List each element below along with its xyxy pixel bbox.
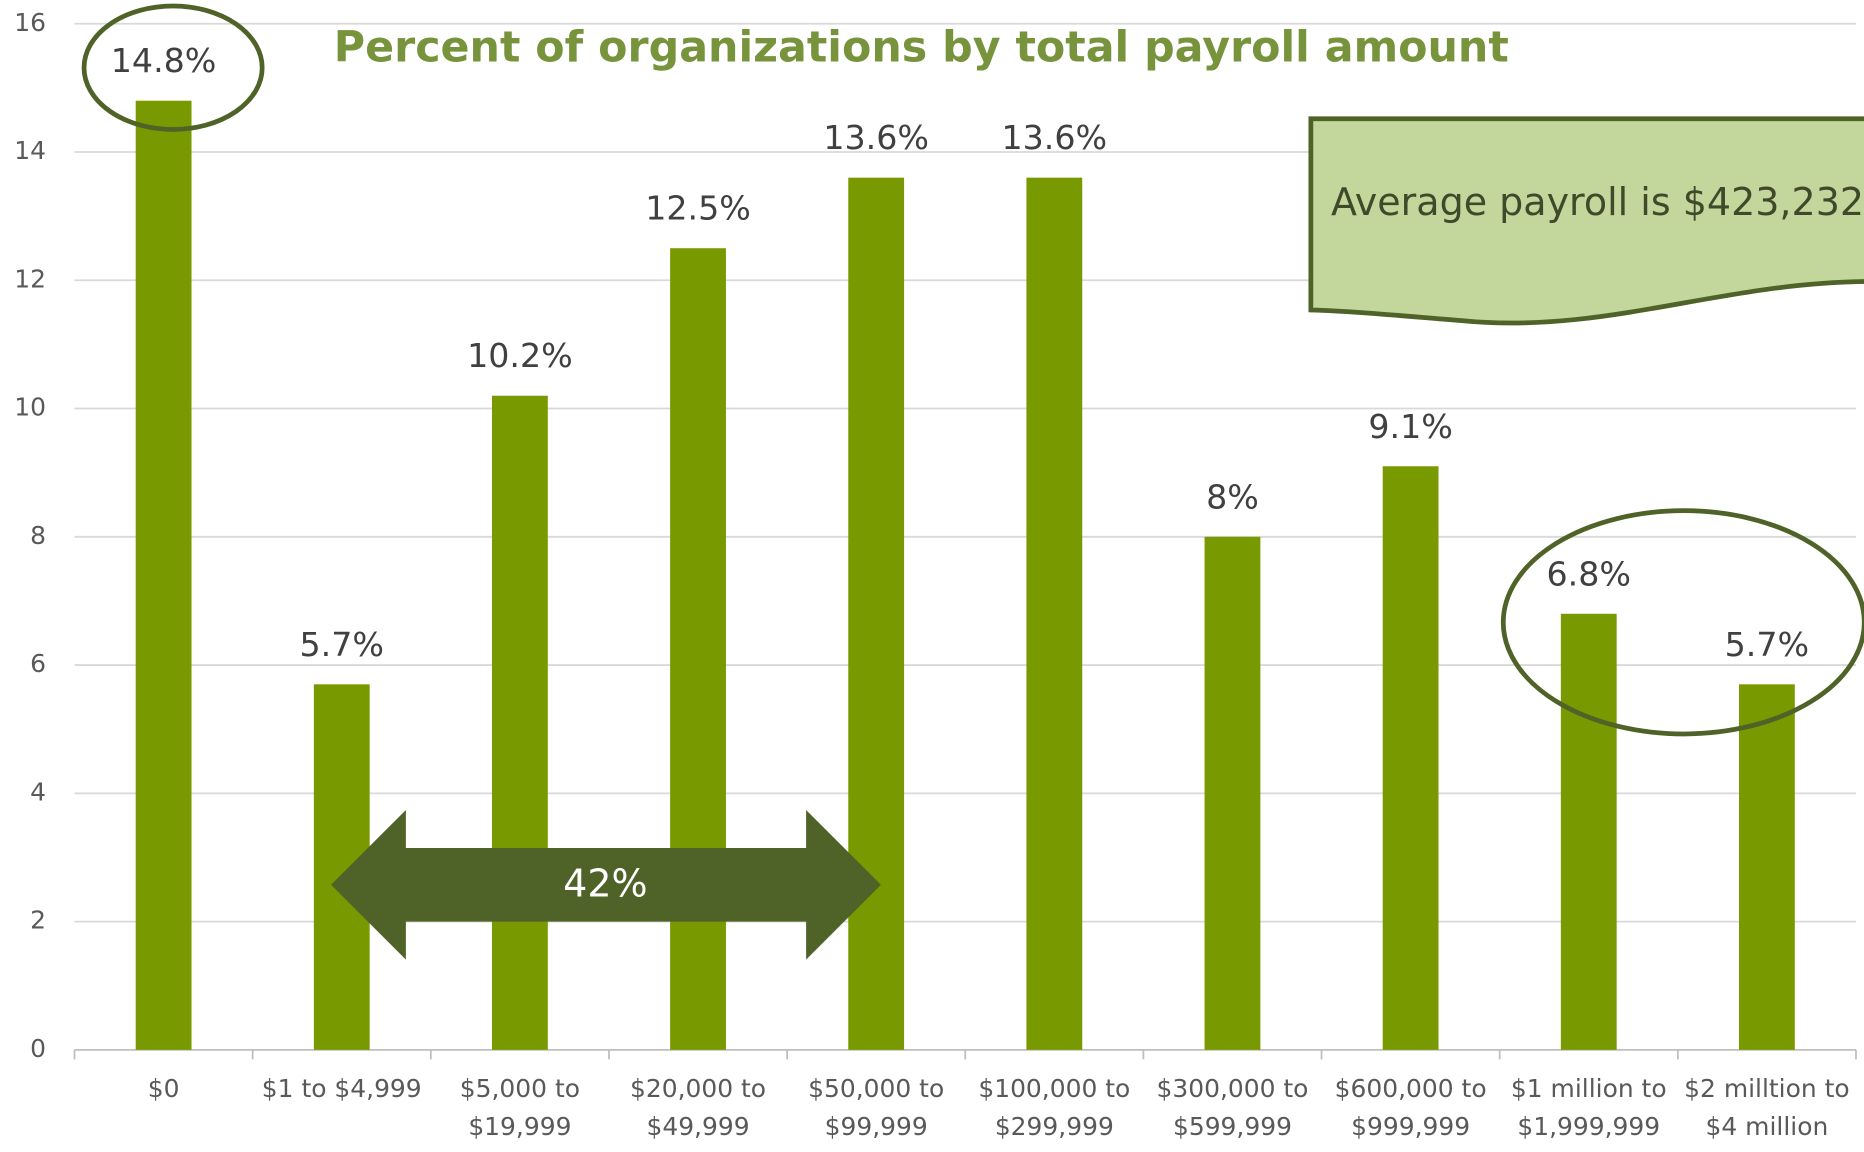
y-tick-label: 14 bbox=[14, 136, 46, 165]
value-label: 6.8% bbox=[1547, 554, 1631, 593]
tick-line: $99,999 bbox=[825, 1112, 928, 1141]
x-tick-label: $5,000 to $19,999 bbox=[460, 1074, 580, 1141]
tick-line: $4 million bbox=[1706, 1112, 1829, 1141]
tick-line: $1 to $4,999 bbox=[262, 1074, 422, 1103]
x-tick-label: $2 milltion to $4 million bbox=[1684, 1074, 1849, 1141]
tick-line: $0 bbox=[148, 1074, 180, 1103]
y-tick-label: 6 bbox=[30, 649, 46, 678]
bar bbox=[1382, 466, 1439, 1050]
x-tick-label: $300,000 to $599,999 bbox=[1156, 1074, 1308, 1141]
arrow-label: 42% bbox=[563, 861, 647, 905]
x-tick-label: $20,000 to $49,999 bbox=[630, 1074, 766, 1141]
bar bbox=[491, 395, 548, 1050]
chart-title: Percent of organizations by total payrol… bbox=[334, 22, 1509, 72]
tick-line: $600,000 to bbox=[1335, 1074, 1487, 1103]
x-tick-label: $1 to $4,999 bbox=[262, 1074, 422, 1103]
tick-line: $999,999 bbox=[1351, 1112, 1470, 1141]
value-label: 5.7% bbox=[1725, 625, 1809, 664]
highlight-ellipse bbox=[81, 3, 265, 132]
x-tick-label: $0 bbox=[148, 1074, 180, 1103]
value-label: 12.5% bbox=[645, 189, 751, 228]
value-label: 5.7% bbox=[300, 625, 384, 664]
bar bbox=[848, 177, 905, 1050]
value-label: 13.6% bbox=[1002, 118, 1108, 157]
y-tick-label: 2 bbox=[30, 906, 46, 935]
tick-line: $599,999 bbox=[1173, 1112, 1292, 1141]
highlight-ellipse bbox=[1500, 508, 1864, 737]
y-tick-label: 12 bbox=[14, 264, 46, 293]
tick-line: $299,999 bbox=[995, 1112, 1114, 1141]
x-tick-label: $50,000 to $99,999 bbox=[808, 1074, 944, 1141]
tick-line: $19,999 bbox=[468, 1112, 571, 1141]
value-label: 8% bbox=[1206, 477, 1259, 516]
y-tick-label: 0 bbox=[30, 1034, 46, 1063]
value-label: 13.6% bbox=[823, 118, 929, 157]
x-tick-label: $600,000 to $999,999 bbox=[1335, 1074, 1487, 1141]
tick-line: $1 million to bbox=[1511, 1074, 1667, 1103]
bar bbox=[1026, 177, 1083, 1050]
bar bbox=[1560, 613, 1617, 1050]
value-label: 14.8% bbox=[111, 41, 217, 80]
x-tick-label: $100,000 to $299,999 bbox=[978, 1074, 1130, 1141]
callout bbox=[1308, 116, 1864, 326]
double-arrow bbox=[331, 809, 881, 960]
bar bbox=[135, 100, 192, 1050]
tick-line: $20,000 to bbox=[630, 1074, 766, 1103]
y-tick-label: 8 bbox=[30, 521, 46, 550]
value-label: 9.1% bbox=[1368, 407, 1452, 446]
tick-line: $2 milltion to bbox=[1684, 1074, 1849, 1103]
bar bbox=[670, 248, 726, 1050]
bar bbox=[1738, 684, 1795, 1050]
callout-text: Average payroll is $423,232 bbox=[1331, 180, 1864, 224]
tick-line: $100,000 to bbox=[978, 1074, 1130, 1103]
tick-line: $1,999,999 bbox=[1517, 1112, 1660, 1141]
y-tick-label: 4 bbox=[30, 777, 46, 806]
bar bbox=[1204, 536, 1261, 1050]
tick-line: $300,000 to bbox=[1156, 1074, 1308, 1103]
x-tick-label: $1 million to $1,999,999 bbox=[1511, 1074, 1667, 1141]
tick-line: $50,000 to bbox=[808, 1074, 944, 1103]
value-label: 10.2% bbox=[467, 336, 573, 375]
tick-line: $49,999 bbox=[646, 1112, 749, 1141]
tick-line: $5,000 to bbox=[460, 1074, 580, 1103]
y-tick-label: 16 bbox=[14, 8, 46, 37]
y-tick-label: 10 bbox=[14, 393, 46, 422]
